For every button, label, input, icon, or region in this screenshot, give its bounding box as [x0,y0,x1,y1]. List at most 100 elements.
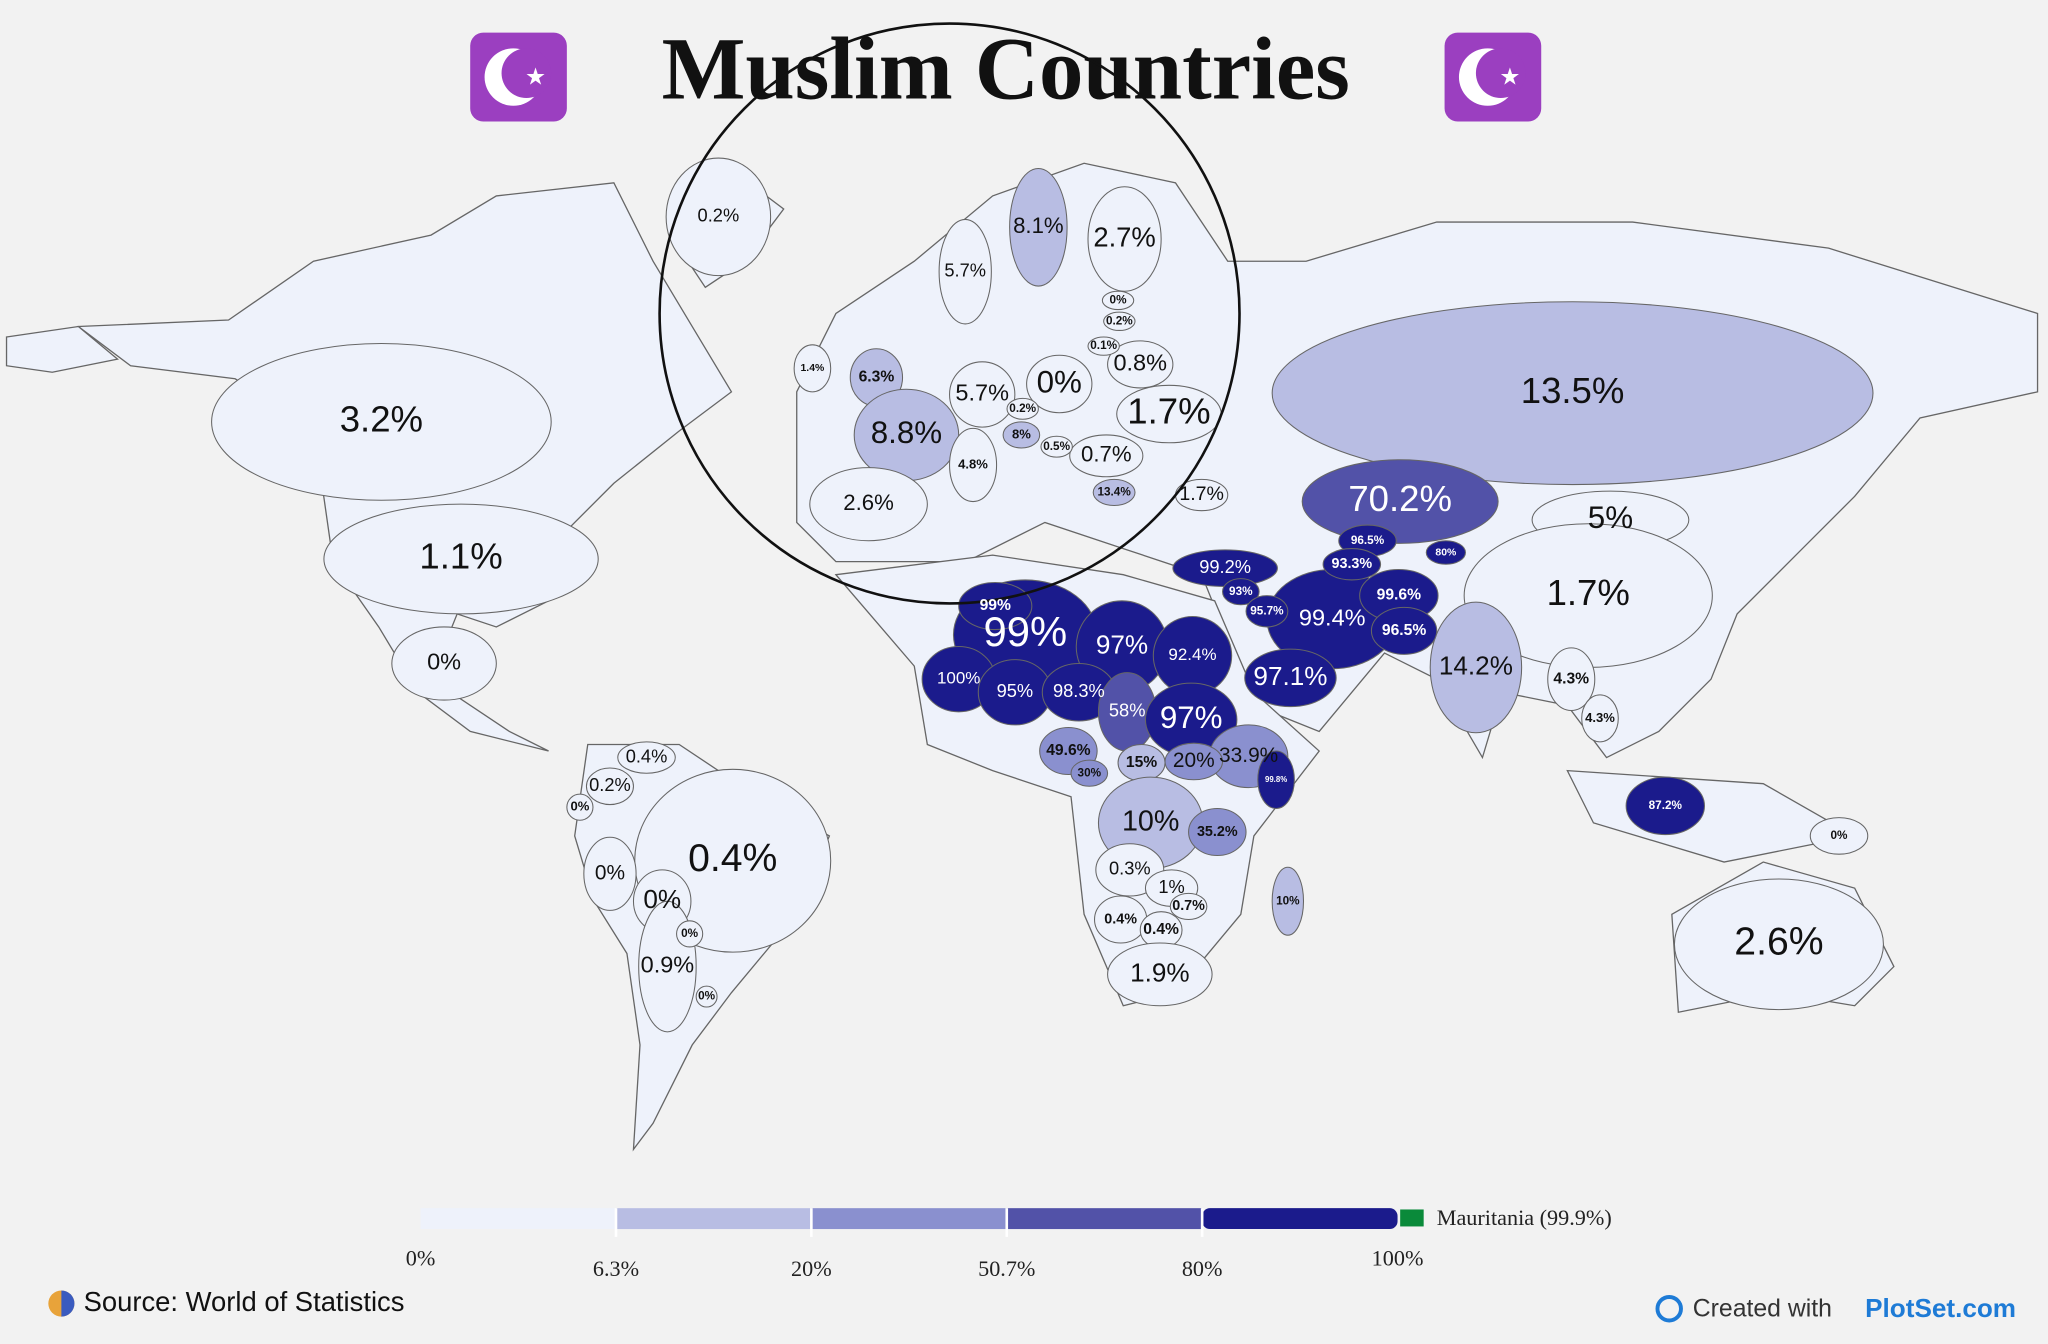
legend-segment [811,1208,1007,1230]
region [1425,540,1466,565]
region [1006,397,1039,420]
region [1101,290,1135,311]
region-label: 0.1% [1090,339,1117,352]
legend-segment [1006,1208,1203,1230]
region-label: 4.3% [1553,670,1589,687]
region-label: 8.8% [871,415,942,450]
legend-tick-label: 20% [791,1256,832,1281]
region [1244,648,1337,708]
region [211,342,552,501]
region-label: 0% [643,884,681,914]
region [665,157,772,277]
region-label: 14.2% [1439,650,1513,680]
region-label: 99.6% [1377,587,1421,604]
region-label: 0.4% [1104,911,1137,927]
region [949,361,1016,428]
region-label: 13.4% [1097,486,1131,499]
region-label: 1.4% [801,363,825,374]
legend-tick-label: 6.3% [593,1256,639,1281]
region-label: 95% [997,680,1034,701]
region-label: 4.3% [1585,710,1615,725]
region-label: 96.5% [1382,622,1426,639]
region-label: 33.9% [1219,744,1278,767]
region-label: 30% [1078,766,1102,779]
region [1107,340,1174,389]
region [1164,742,1224,781]
svg-text:★: ★ [525,64,546,90]
region-label: 58% [1109,700,1146,721]
region-label: 99.8% [1265,775,1287,784]
region-label: 0.2% [1009,402,1036,415]
region-label: 4.8% [958,456,988,471]
region-label: 5% [1588,500,1633,535]
credit-prefix: Created with [1693,1296,1832,1323]
region-label: 8% [1012,426,1031,441]
region-label: 2.7% [1093,221,1155,252]
region-label: 100% [937,669,980,688]
region [1271,301,1874,486]
credit-icon [1655,1295,1683,1323]
legend-highlight: Mauritania (99.9%) [1437,1205,1612,1230]
region-label: 1.7% [1179,483,1224,505]
region [1271,866,1305,936]
legend-tick-label: 0% [406,1246,436,1271]
region-label: 0.7% [1172,898,1205,914]
region [1107,942,1213,1007]
region [1026,354,1093,414]
region-label: 5.7% [944,260,986,281]
region-label: 0.4% [688,837,777,880]
map-title: Muslim Countries [662,21,1350,119]
legend: Mauritania (99.9%) 0% 6.3% 20% 50.7% 80% 100% [406,1205,1612,1281]
region-label: 97% [1096,629,1148,659]
region [1257,750,1295,810]
region [1547,647,1596,712]
region-label: 93% [1229,585,1253,598]
legend-segment [615,1208,812,1230]
region [1301,459,1499,544]
region-label: 0% [681,927,699,940]
region [1625,776,1706,836]
region-label: 99.2% [1199,556,1251,577]
region [1087,186,1162,292]
region-label: 99% [980,597,1011,614]
region-label: 0.5% [1043,440,1070,453]
region-label: 1% [1158,876,1184,897]
region [1103,311,1136,331]
region-label: 99.4% [1299,604,1366,630]
region-label: 0.9% [641,952,695,978]
region-label: 6.3% [859,369,895,386]
region-label: 3.2% [340,399,423,440]
legend-tick-label: 100% [1372,1246,1424,1271]
region [583,836,637,911]
region-label: 93.3% [1331,556,1372,572]
region [1429,601,1523,734]
region [1002,421,1041,449]
region-label: 35.2% [1197,824,1238,840]
regions [211,157,1884,1033]
legend-tick-label: 50.7% [978,1256,1035,1281]
region [1370,606,1438,655]
region-label: 0.4% [1143,921,1179,938]
region [1222,578,1260,606]
legend-segment [1202,1208,1398,1230]
region-label: 0% [1037,364,1082,399]
flag-icon [1400,1209,1424,1227]
region [1092,478,1136,506]
region [1087,336,1120,356]
region [1673,878,1884,1011]
legend-segment [420,1208,616,1230]
region-label: 0.8% [1113,350,1167,376]
title-icon: ★ [1444,32,1542,122]
region [566,793,594,821]
region-label: 0% [427,649,461,675]
credit-brand: PlotSet.com [1865,1293,2016,1323]
region [1322,548,1382,581]
region-label: 97.1% [1253,661,1327,691]
region-label: 1.1% [419,536,502,577]
region-label: 99% [983,608,1067,655]
source: Source: World of Statistics [84,1286,405,1317]
region-label: 70.2% [1348,478,1452,519]
region-label: 0.2% [589,774,631,795]
region-label: 2.6% [843,490,894,515]
